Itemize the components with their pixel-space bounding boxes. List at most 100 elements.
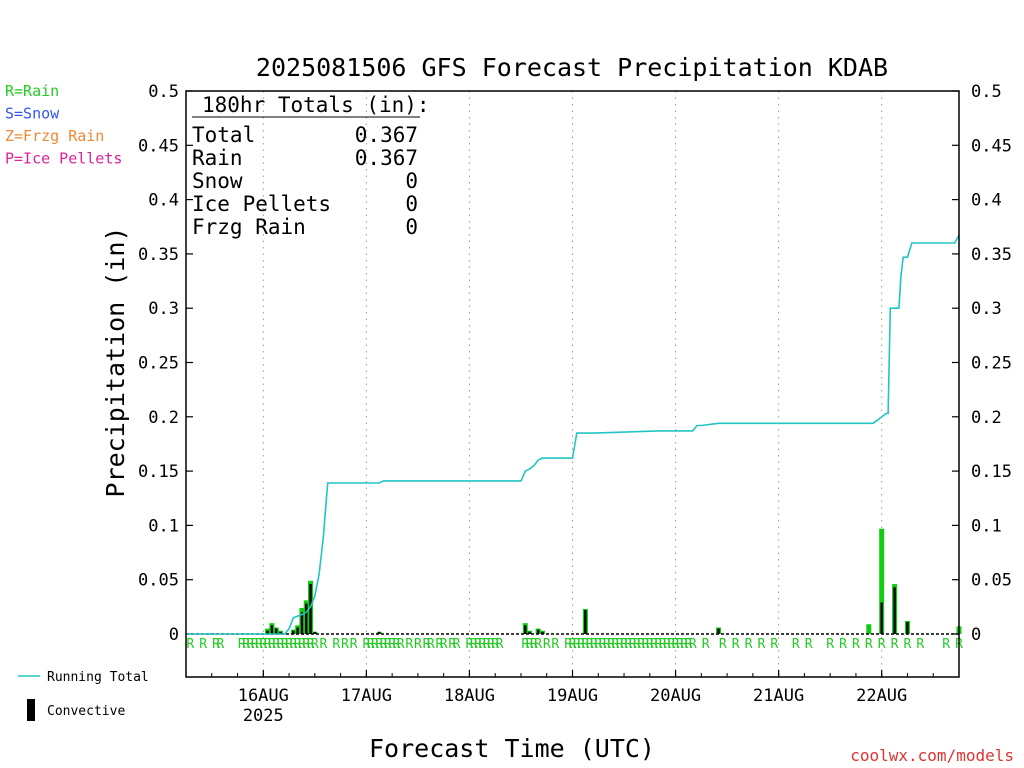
ptype-marker: R	[427, 637, 435, 652]
ptype-marker: R	[453, 637, 461, 652]
ptype-marker: R	[216, 637, 224, 652]
ptype-marker: R	[659, 637, 667, 652]
ptype-marker: R	[384, 637, 392, 652]
ptype-marker: R	[332, 637, 340, 652]
x-tick-label: 16AUG	[238, 686, 289, 706]
ptype-marker: R	[380, 637, 388, 652]
y-tick-label-right: 0.4	[971, 191, 1002, 211]
ptype-marker: R	[650, 637, 658, 652]
y-tick-label: 0.45	[138, 136, 179, 156]
legend-label: Running Total	[47, 670, 149, 685]
ptype-marker: R	[792, 637, 800, 652]
ptype-marker: R	[672, 637, 680, 652]
totals-row-value: 0.367	[355, 123, 418, 147]
ptype-marker: R	[603, 637, 611, 652]
y-tick-label: 0.35	[138, 245, 179, 265]
convective-bar	[279, 631, 282, 634]
ptype-marker: R	[414, 637, 422, 652]
ptype-marker: R	[826, 637, 834, 652]
ptype-legend-entry: Z=Frzg Rain	[5, 127, 104, 145]
running-total-line	[186, 235, 960, 635]
ptype-marker: R	[186, 637, 194, 652]
ptype-marker: R	[732, 637, 740, 652]
y-axis-label: Precipitation (in)	[101, 227, 130, 498]
totals-row-value: 0	[405, 192, 418, 216]
ptype-marker: R	[616, 637, 624, 652]
ptype-marker: R	[264, 637, 272, 652]
ptype-marker: R	[689, 637, 697, 652]
ptype-marker: R	[478, 637, 486, 652]
ptype-legend-entry: R=Rain	[5, 82, 59, 100]
convective-bar	[906, 622, 909, 634]
ptype-marker: R	[362, 637, 370, 652]
ptype-marker: R	[242, 637, 250, 652]
ptype-marker: R	[307, 637, 315, 652]
precip-bar	[866, 624, 872, 634]
totals-row-label: Snow	[192, 169, 243, 193]
ptype-marker: R	[543, 637, 551, 652]
ptype-marker: R	[259, 637, 267, 652]
ptype-marker: R	[891, 637, 899, 652]
x-tick-label: 18AUG	[444, 686, 495, 706]
ptype-marker: R	[423, 637, 431, 652]
ptype-marker: R	[745, 637, 753, 652]
totals-row-label: Frzg Rain	[192, 215, 306, 239]
credit-text: coolwx.com/models	[850, 746, 1014, 765]
ptype-marker: R	[371, 637, 379, 652]
ptype-marker: R	[758, 637, 766, 652]
ptype-marker: R	[564, 637, 572, 652]
convective-bar	[296, 627, 299, 634]
y-tick-label-right: 0.1	[971, 516, 1002, 536]
totals-box: 180hr Totals (in): Total 0.367 Rain 0.367 Sn…	[192, 93, 430, 239]
y-tick-label-right: 0.3	[971, 299, 1002, 319]
ptype-marker: R	[676, 637, 684, 652]
x-axis-label: Forecast Time (UTC)	[369, 734, 655, 763]
ptype-marker: R	[251, 637, 259, 652]
x-tick-sublabel: 2025	[243, 706, 284, 726]
ptype-marker: R	[466, 637, 474, 652]
convective-bar	[300, 612, 304, 634]
x-tick-label: 19AUG	[547, 686, 598, 706]
y-axis-right: 0 0.05 0.1 0.15 0.2 0.25 0.3 0.35 0.4 0.45 0.5	[952, 82, 1012, 645]
ptype-marker: R	[680, 637, 688, 652]
ptype-marker: R	[551, 637, 559, 652]
ptype-marker: R	[405, 637, 413, 652]
ptype-marker: R	[448, 637, 456, 652]
convective-bar	[541, 631, 544, 634]
convective-bar	[274, 628, 278, 634]
ptype-marker: R	[916, 637, 924, 652]
convective-bar	[305, 603, 308, 634]
y-tick-label: 0.3	[148, 299, 179, 319]
totals-row-value: 0	[405, 215, 418, 239]
y-tick-label-right: 0.2	[971, 408, 1002, 428]
ptype-marker: R	[238, 637, 246, 652]
y-tick-label-right: 0.15	[971, 462, 1012, 482]
convective-bar	[880, 602, 883, 634]
ptype-marker: R	[199, 637, 207, 652]
convective-bar	[266, 630, 269, 634]
ptype-marker: R	[397, 637, 405, 652]
y-tick-label-right: 0.45	[971, 136, 1012, 156]
ptype-marker: R	[646, 637, 654, 652]
ptype-marker: R	[496, 637, 504, 652]
ptype-marker: R	[526, 637, 534, 652]
y-tick-label: 0	[169, 625, 179, 645]
convective-bar	[717, 628, 720, 634]
ptype-marker: R	[629, 637, 637, 652]
totals-row-label: Ice Pellets	[192, 192, 331, 216]
ptype-marker: R	[577, 637, 585, 652]
ptype-marker: R	[594, 637, 602, 652]
ptype-marker: R	[298, 637, 306, 652]
ptype-marker: R	[642, 637, 650, 652]
ptype-marker: R	[277, 637, 285, 652]
ptype-legend-entry: S=Snow	[5, 105, 60, 123]
ptype-marker: R	[440, 637, 448, 652]
convective-bar	[309, 584, 312, 634]
totals-row-label: Total	[192, 123, 255, 147]
convective-bars	[266, 584, 909, 634]
ptype-marker: R	[289, 637, 297, 652]
ptype-marker: R	[285, 637, 293, 652]
y-tick-label: 0.05	[138, 571, 179, 591]
